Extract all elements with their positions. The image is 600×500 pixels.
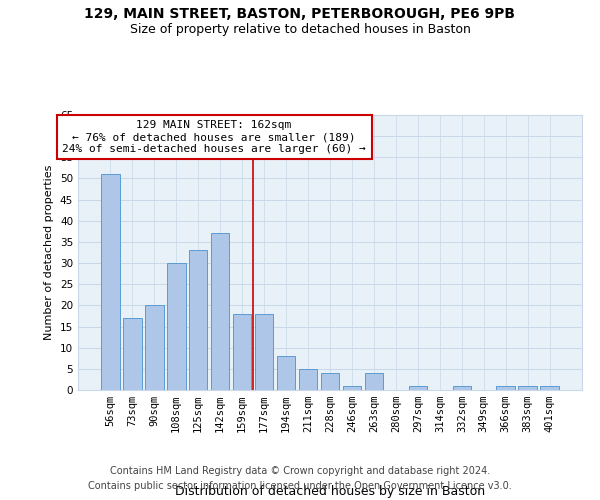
Bar bbox=[145, 306, 164, 390]
Text: 129 MAIN STREET: 162sqm
← 76% of detached houses are smaller (189)
24% of semi-d: 129 MAIN STREET: 162sqm ← 76% of detache… bbox=[62, 120, 366, 154]
Bar bbox=[123, 318, 142, 390]
Bar bbox=[343, 386, 361, 390]
Bar bbox=[320, 373, 340, 390]
Bar bbox=[541, 386, 559, 390]
Bar bbox=[101, 174, 119, 390]
Text: Contains HM Land Registry data © Crown copyright and database right 2024.
Contai: Contains HM Land Registry data © Crown c… bbox=[88, 466, 512, 491]
Bar bbox=[233, 314, 251, 390]
Bar bbox=[452, 386, 471, 390]
Bar bbox=[277, 356, 295, 390]
Bar bbox=[496, 386, 515, 390]
Bar bbox=[299, 369, 317, 390]
Text: Distribution of detached houses by size in Baston: Distribution of detached houses by size … bbox=[175, 484, 485, 498]
Text: 129, MAIN STREET, BASTON, PETERBOROUGH, PE6 9PB: 129, MAIN STREET, BASTON, PETERBOROUGH, … bbox=[85, 8, 515, 22]
Bar bbox=[167, 263, 185, 390]
Bar bbox=[518, 386, 537, 390]
Bar bbox=[189, 250, 208, 390]
Bar bbox=[409, 386, 427, 390]
Y-axis label: Number of detached properties: Number of detached properties bbox=[44, 165, 55, 340]
Bar bbox=[255, 314, 274, 390]
Bar bbox=[365, 373, 383, 390]
Bar bbox=[211, 234, 229, 390]
Text: Size of property relative to detached houses in Baston: Size of property relative to detached ho… bbox=[130, 22, 470, 36]
